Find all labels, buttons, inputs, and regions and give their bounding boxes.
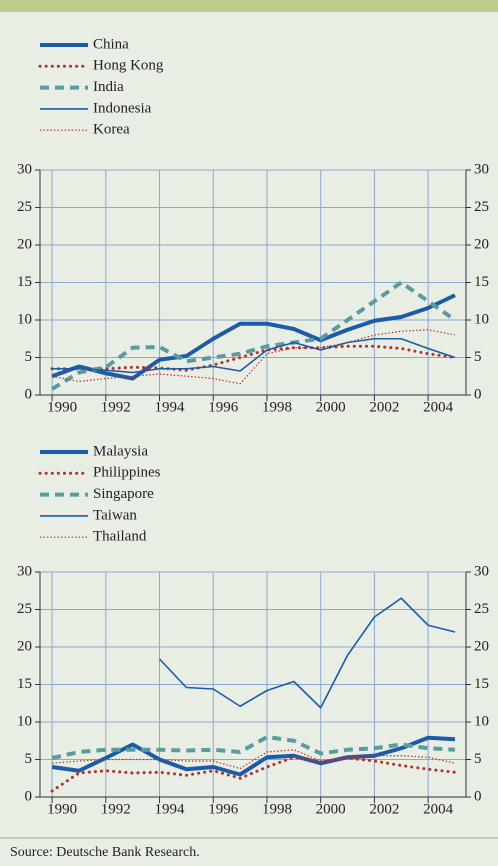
x-tick-label: 1992 <box>101 399 131 415</box>
y-tick-label: 20 <box>17 236 32 252</box>
y2-tick-label: 5 <box>474 751 482 767</box>
series-line <box>158 597 456 709</box>
y2-tick-label: 0 <box>474 386 482 402</box>
legend-label: Taiwan <box>93 507 137 523</box>
x-tick-label: 2004 <box>423 801 454 817</box>
y-tick-label: 5 <box>25 751 33 767</box>
x-tick-label: 1998 <box>262 399 292 415</box>
x-tick-label: 2004 <box>423 399 454 415</box>
y2-tick-label: 30 <box>474 563 489 579</box>
x-tick-label: 1996 <box>208 801 239 817</box>
y2-tick-label: 15 <box>474 274 489 290</box>
y-tick-label: 15 <box>17 676 32 692</box>
x-tick-label: 2000 <box>316 399 346 415</box>
y2-tick-label: 25 <box>474 601 489 617</box>
legend-label: China <box>93 36 129 52</box>
legend-label: Hong Kong <box>93 58 164 74</box>
x-tick-label: 1990 <box>47 399 77 415</box>
y2-tick-label: 15 <box>474 676 489 692</box>
legend-label: Philippines <box>93 465 161 481</box>
y-tick-label: 0 <box>25 386 33 402</box>
y2-tick-label: 10 <box>474 713 489 729</box>
y2-tick-label: 10 <box>474 311 489 327</box>
source: Source: Deutsche Bank Research. <box>10 845 200 860</box>
y2-tick-label: 0 <box>474 788 482 804</box>
legend-label: Korea <box>93 122 130 138</box>
series-line <box>51 735 456 760</box>
y2-tick-label: 25 <box>474 199 489 215</box>
y-tick-label: 25 <box>17 601 32 617</box>
series-line <box>50 344 457 372</box>
y2-tick-label: 30 <box>474 161 489 177</box>
x-tick-label: 1994 <box>155 801 186 817</box>
series-line <box>50 755 457 793</box>
series-line <box>51 293 456 381</box>
y2-tick-label: 20 <box>474 236 489 252</box>
y-tick-label: 25 <box>17 199 32 215</box>
y-tick-label: 30 <box>17 161 32 177</box>
legend-label: Singapore <box>93 486 154 502</box>
series-line <box>52 749 456 770</box>
legend-label: Indonesia <box>93 100 152 116</box>
x-tick-label: 2002 <box>369 801 399 817</box>
x-tick-label: 1996 <box>208 399 239 415</box>
y-tick-label: 30 <box>17 563 32 579</box>
legend-label: India <box>93 79 124 95</box>
y-tick-label: 10 <box>17 311 32 327</box>
x-tick-label: 1992 <box>101 801 131 817</box>
y2-tick-label: 5 <box>474 349 482 365</box>
x-tick-label: 2000 <box>316 801 346 817</box>
series-line <box>51 329 456 385</box>
y-tick-label: 15 <box>17 274 32 290</box>
y-tick-label: 0 <box>25 788 33 804</box>
y-tick-label: 20 <box>17 638 32 654</box>
y-tick-label: 10 <box>17 713 32 729</box>
legend-label: Malaysia <box>93 443 148 459</box>
y2-tick-label: 20 <box>474 638 489 654</box>
header-band <box>0 0 498 12</box>
series-line <box>51 280 457 391</box>
x-tick-label: 1990 <box>47 801 77 817</box>
legend-label: Thailand <box>93 529 147 545</box>
y-tick-label: 5 <box>25 349 33 365</box>
x-tick-label: 1998 <box>262 801 292 817</box>
series-line <box>52 337 456 374</box>
x-tick-label: 2002 <box>369 399 399 415</box>
x-tick-label: 1994 <box>155 399 186 415</box>
